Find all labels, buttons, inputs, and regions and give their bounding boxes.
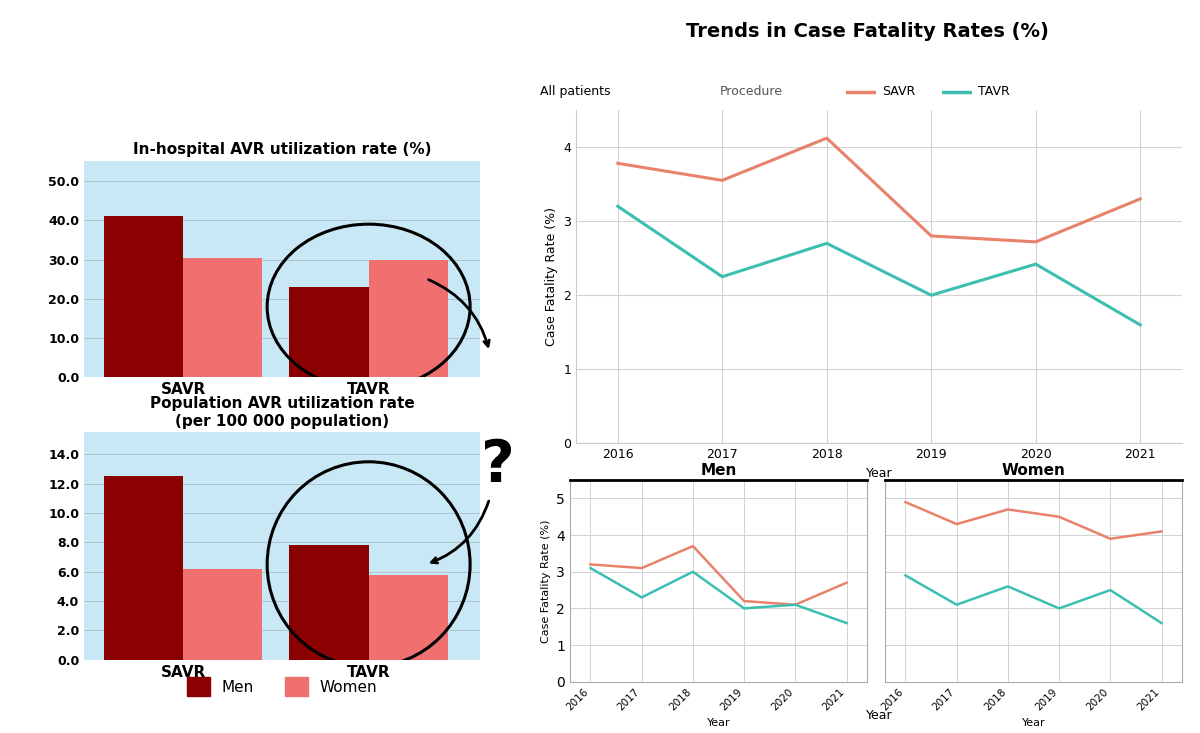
Text: Population vs. hospital management of aortic stenosis by sex: Population vs. hospital management of ao… <box>188 19 1012 43</box>
Bar <box>184 257 263 377</box>
Bar <box>289 545 368 660</box>
Legend: Men, Women: Men, Women <box>180 671 384 702</box>
Y-axis label: Case Fatality Rate (%): Case Fatality Rate (%) <box>545 207 558 346</box>
Text: Trend analysis.
Period: 2016-2021: Trend analysis. Period: 2016-2021 <box>1008 78 1117 108</box>
Bar <box>368 259 448 377</box>
Y-axis label: Case Fatality Rate (%): Case Fatality Rate (%) <box>541 519 551 643</box>
Title: Women: Women <box>1002 463 1066 478</box>
Text: Procedure: Procedure <box>720 85 784 98</box>
Text: ⊡: ⊡ <box>338 84 358 103</box>
Text: Retrospective
observational analysis: Retrospective observational analysis <box>108 78 240 108</box>
Bar <box>289 287 368 377</box>
Bar <box>104 216 184 377</box>
Text: TAVR: TAVR <box>978 85 1009 98</box>
X-axis label: Year: Year <box>1021 718 1045 728</box>
Title: In-hospital AVR utilization rate (%): In-hospital AVR utilization rate (%) <box>133 142 431 158</box>
Text: Minimum Basic Dataset
(administrative database): Minimum Basic Dataset (administrative da… <box>396 78 550 108</box>
Text: Trends in Case Fatality Rates (%): Trends in Case Fatality Rates (%) <box>685 22 1049 41</box>
X-axis label: Year: Year <box>865 467 893 480</box>
Title: Men: Men <box>701 463 737 478</box>
Text: Year: Year <box>865 709 893 722</box>
Bar <box>104 476 184 660</box>
Bar <box>368 575 448 660</box>
Text: Hospital and population
level utilization rates: Hospital and population level utilizatio… <box>708 78 850 108</box>
Title: Population AVR utilization rate
(per 100 000 population): Population AVR utilization rate (per 100… <box>150 396 414 429</box>
Text: ⋮⋮: ⋮⋮ <box>625 84 671 103</box>
Text: ⊞: ⊞ <box>38 84 58 103</box>
Text: All patients: All patients <box>540 85 611 98</box>
Bar <box>184 569 263 660</box>
Text: ?: ? <box>481 437 515 494</box>
X-axis label: Year: Year <box>707 718 731 728</box>
Text: ↗: ↗ <box>938 84 958 103</box>
Text: SAVR: SAVR <box>882 85 916 98</box>
